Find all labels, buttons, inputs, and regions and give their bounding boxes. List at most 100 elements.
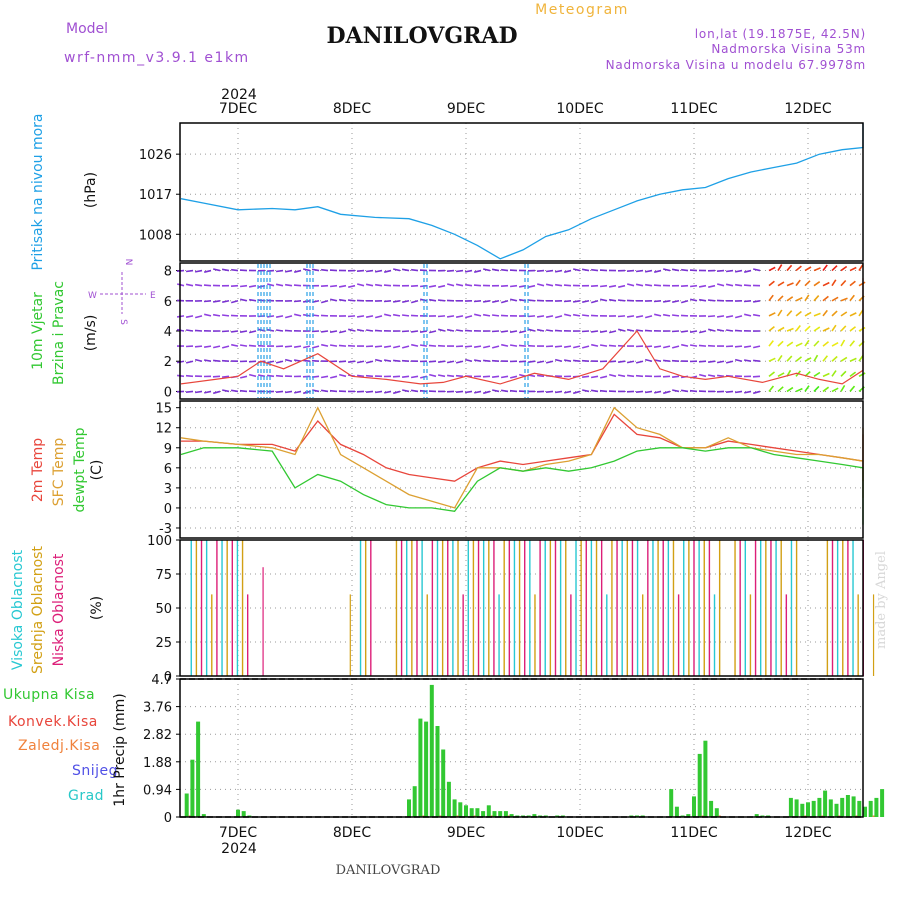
- wind-arrow: [831, 370, 837, 377]
- wind-arrow: [266, 374, 275, 378]
- wind-frame: [179, 262, 864, 400]
- wind-arrows: [176, 264, 866, 398]
- wind-arrow: [464, 345, 473, 348]
- wind-arrow: [822, 355, 829, 362]
- wind-arrow: [768, 280, 775, 287]
- wind-arrow: [545, 315, 554, 318]
- wind-arrow: [743, 345, 752, 348]
- wind-arrow: [383, 284, 392, 287]
- top-year-label: 2024: [221, 87, 257, 103]
- wind-arrow: [831, 355, 838, 362]
- wind-arrow: [338, 344, 347, 347]
- y-tick-label: 12: [155, 422, 172, 437]
- wind-arrow: [419, 344, 428, 347]
- wind-arrow: [321, 268, 329, 272]
- wind-arrow: [849, 266, 857, 272]
- pressure-panel: Pritisak na nivou mora (hPa) 1008 1017 102…: [30, 113, 864, 271]
- wind-arrow: [582, 389, 590, 393]
- precip-bar: [475, 808, 480, 817]
- wind-arrow: [401, 345, 410, 349]
- wind-arrow: [185, 283, 194, 287]
- wind-arrow: [599, 330, 608, 333]
- wind-arrow: [294, 313, 302, 317]
- wind-arrow: [356, 328, 365, 332]
- wind-arrow: [249, 330, 257, 334]
- wind-arrow: [212, 390, 221, 395]
- wind-arrow: [608, 344, 617, 347]
- precip-bar: [709, 800, 714, 817]
- wind-arrow: [330, 375, 338, 379]
- precip-bar: [481, 811, 486, 817]
- wind-arrow: [617, 374, 626, 378]
- station-title: DANILOVGRAD: [326, 23, 517, 49]
- wind-arrow: [365, 269, 374, 273]
- precip-bar: [669, 789, 674, 817]
- wind-arrow: [374, 390, 383, 394]
- top-date-label: 10DEC: [556, 101, 603, 117]
- wind-arrow: [303, 345, 311, 349]
- wind-arrow: [590, 300, 599, 304]
- wind-arrow: [777, 386, 784, 393]
- wind-arrow: [563, 345, 572, 348]
- wind-arrow: [849, 340, 856, 347]
- wind-arrow: [464, 390, 473, 394]
- wind-arrow: [822, 386, 830, 393]
- wind-arrow: [311, 330, 320, 333]
- precip-bar: [464, 805, 468, 817]
- wind-arrow: [813, 295, 820, 302]
- wind-arrow: [734, 269, 743, 273]
- wind-arrow: [213, 268, 221, 272]
- wind-arrow: [590, 375, 599, 379]
- wind-arrow: [195, 358, 203, 363]
- wind-arrow: [563, 359, 572, 363]
- wind-arrow: [230, 330, 239, 333]
- wind-arrow: [777, 295, 784, 302]
- temperature-panel: 2m Temp SFC Temp dewpt Temp (C) -3 0 3 6 9 12…: [30, 400, 864, 539]
- top-date-label: 7DEC: [219, 101, 258, 117]
- wind-arrow: [266, 360, 275, 364]
- wind-arrow: [858, 264, 864, 271]
- wind-arrow: [563, 284, 572, 287]
- wind-arrow: [491, 330, 500, 333]
- wind-arrow: [777, 326, 785, 332]
- pressure-ticks: 1008 1017 1026: [139, 148, 180, 243]
- wind-arrow: [536, 328, 545, 332]
- wind-arrow: [840, 339, 846, 347]
- wind-arrow: [221, 330, 230, 333]
- wind-arrow: [716, 328, 725, 332]
- wind-arrow: [653, 345, 662, 348]
- wind-unit: (m/s): [83, 315, 99, 352]
- wind-arrow: [491, 359, 500, 363]
- wind-arrow: [455, 269, 464, 273]
- y-tick-label: 0.94: [143, 783, 172, 798]
- y-tick-label: 25: [155, 636, 172, 651]
- wind-arrow: [428, 298, 437, 302]
- wind-arrow: [591, 343, 599, 347]
- bottom-date-label: 11DEC: [670, 825, 717, 841]
- wind-arrow: [275, 283, 284, 287]
- wind-arrow: [572, 313, 581, 317]
- wind-arrow: [401, 314, 410, 317]
- wind-arrow: [813, 354, 819, 362]
- wind-arrow: [401, 330, 410, 333]
- wind-arrow: [716, 374, 725, 378]
- wind-arrow: [795, 342, 803, 347]
- wind-arrow: [348, 284, 356, 288]
- precip-bar: [469, 808, 474, 817]
- wind-arrow: [644, 390, 653, 394]
- wind-arrow: [564, 269, 572, 273]
- wind-arrow: [194, 269, 203, 273]
- wind-arrow: [293, 299, 302, 303]
- cloud-bars: [190, 540, 875, 676]
- y-tick-label: 6: [164, 462, 172, 477]
- wind-arrow: [725, 283, 734, 287]
- wind-arrow: [230, 389, 239, 393]
- wind-arrow: [545, 390, 554, 393]
- model-elevation-label: Nadmorska Visina u modelu 67.9978m: [606, 58, 866, 72]
- wind-arrow: [285, 358, 293, 363]
- wind-arrow: [795, 296, 803, 302]
- wind-arrow: [744, 313, 752, 317]
- wind-arrow: [813, 371, 821, 378]
- wind-arrow: [383, 345, 392, 348]
- precip-bar: [201, 814, 206, 817]
